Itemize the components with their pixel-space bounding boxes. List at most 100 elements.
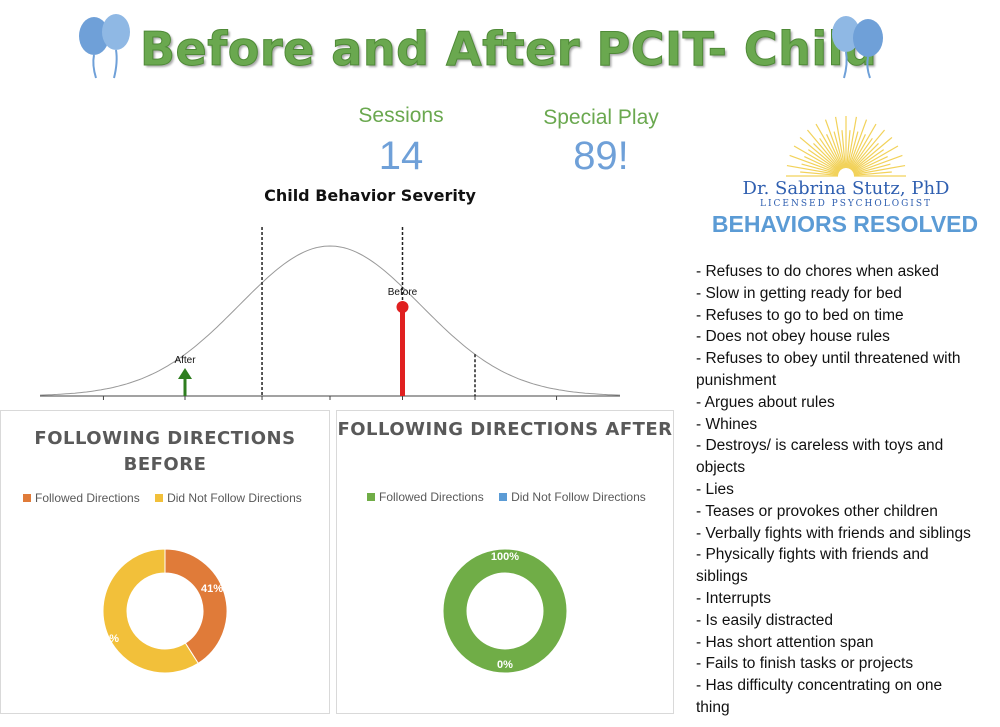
donut-slice: [442, 548, 568, 674]
donut-slice: [164, 548, 228, 665]
legend-swatch: [367, 493, 375, 501]
behavior-item: objects: [696, 459, 746, 477]
sun-ray: [851, 143, 879, 171]
behavior-item: - Refuses to do chores when asked: [696, 263, 939, 280]
donut-before-chart: 41% 59%: [97, 548, 228, 674]
logo-name: Dr. Sabrina Stutz, PhD: [742, 178, 950, 199]
sun-ray: [789, 154, 839, 174]
sun-ray: [849, 123, 877, 170]
donut-after-panel: FOLLOWING DIRECTIONS AFTER Followed Dire…: [336, 410, 674, 714]
donut-after-title: FOLLOWING DIRECTIONS AFTER: [337, 419, 673, 440]
legend-swatch: [23, 494, 31, 502]
sun-ray: [813, 143, 841, 171]
sun-ray: [853, 171, 892, 176]
after-marker-arrow: [178, 368, 192, 379]
legend-label: Followed Directions: [35, 491, 140, 505]
sun-ray: [848, 119, 868, 169]
legend-item: Did Not Follow Directions: [155, 491, 302, 505]
balloons-left-icon: [79, 14, 130, 79]
sun-ray: [799, 136, 841, 172]
behavior-item: - Destroys/ is careless with toys and: [696, 437, 944, 455]
behavior-item: - Argues about rules: [696, 393, 835, 411]
behavior-item: - Does not obey house rules: [696, 328, 890, 346]
bell-curve: [39, 245, 621, 396]
page-title: Before and After PCIT- Child: [140, 22, 878, 77]
behavior-item: - Verbally fights with friends and sibli…: [696, 524, 971, 542]
behavior-item: thing: [696, 698, 730, 716]
sun-ray: [846, 130, 851, 169]
donut-after-chart: 100% 0%: [442, 548, 568, 674]
legend-item: Followed Directions: [367, 490, 484, 504]
legend-label: Did Not Follow Directions: [167, 491, 302, 505]
behavior-item: - Whines: [696, 415, 758, 433]
behaviors-resolved-title: BEHAVIORS RESOLVED: [711, 211, 979, 237]
behavior-item: - Has difficulty concentrating on one: [696, 677, 943, 695]
sun-ray: [848, 134, 866, 170]
sun-ray: [850, 137, 873, 170]
sun-ray: [847, 131, 859, 169]
legend-swatch: [155, 494, 164, 502]
legend-swatch: [499, 493, 508, 501]
behavior-item: - Slow in getting ready for bed: [696, 284, 902, 302]
after-marker-label: After: [174, 355, 196, 366]
behavior-item: - Physically fights with friends and: [696, 546, 929, 564]
logo-subtitle: LICENSED PSYCHOLOGIST: [759, 199, 933, 209]
sun-ray: [841, 130, 846, 169]
balloons-right-icon: [832, 16, 883, 79]
behavior-item: siblings: [696, 568, 748, 586]
behavior-item: punishment: [696, 371, 777, 389]
sun-ray: [801, 163, 839, 175]
behavior-item: - Teases or provokes other children: [696, 502, 938, 520]
donut-before-panel: FOLLOWING DIRECTIONS BEFORE Followed Dir…: [0, 410, 330, 714]
legend-label: Followed Directions: [379, 490, 484, 504]
sun-ray: [853, 164, 906, 176]
behavior-item: - Has short attention span: [696, 633, 874, 651]
before-marker-head: [396, 301, 409, 313]
sun-ray: [800, 171, 839, 176]
sun-ray: [804, 156, 840, 174]
before-marker-label: Before: [388, 287, 418, 298]
donut-data-label: 59%: [97, 633, 119, 645]
sun-ray: [819, 137, 842, 170]
sun-ray: [793, 145, 840, 173]
behavior-item: - Fails to finish tasks or projects: [696, 655, 914, 673]
behaviors-list: - Refuses to do chores when asked - Slow …: [696, 261, 996, 719]
behavior-item: - Interrupts: [696, 589, 771, 607]
sun-ray: [806, 129, 842, 171]
sun-ray: [851, 136, 893, 172]
behavior-item: - Lies: [696, 480, 734, 498]
sun-ray: [833, 131, 845, 169]
sun-ray: [852, 145, 899, 173]
donut-data-label: 100%: [491, 551, 519, 563]
sunburst-logo-icon: [786, 116, 906, 177]
behavior-item: - Refuses to obey until threatened with: [696, 350, 961, 368]
sun-ray: [850, 129, 886, 171]
special-play-value: 89!: [573, 134, 629, 178]
sun-ray: [824, 119, 844, 169]
sun-ray: [786, 164, 839, 176]
donut-data-label: 0%: [497, 659, 513, 671]
sun-ray: [834, 116, 846, 169]
donut-before-legend: Followed Directions Did Not Follow Direc…: [23, 491, 314, 505]
bell-chart-title: Child Behavior Severity: [264, 186, 476, 205]
donut-slice: [102, 548, 199, 674]
behavior-item: - Refuses to go to bed on time: [696, 306, 904, 324]
sun-ray: [853, 154, 903, 174]
sessions-label: Sessions: [358, 104, 444, 127]
bell-chart: After Before: [39, 227, 621, 400]
legend-item: Did Not Follow Directions: [499, 490, 646, 504]
behavior-item: - Is easily distracted: [696, 611, 833, 629]
sun-ray: [853, 163, 891, 175]
donut-after-legend: Followed Directions Did Not Follow Direc…: [367, 490, 658, 504]
special-play-label: Special Play: [543, 106, 659, 129]
donut-data-label: 41%: [201, 583, 223, 595]
sun-ray: [826, 134, 844, 170]
sun-ray: [852, 156, 888, 174]
legend-item: Followed Directions: [23, 491, 140, 505]
sun-ray: [807, 149, 840, 172]
sessions-value: 14: [378, 134, 424, 178]
sun-ray: [846, 116, 858, 169]
legend-label: Did Not Follow Directions: [511, 490, 646, 504]
sun-ray: [815, 123, 843, 170]
sun-ray: [852, 149, 885, 172]
